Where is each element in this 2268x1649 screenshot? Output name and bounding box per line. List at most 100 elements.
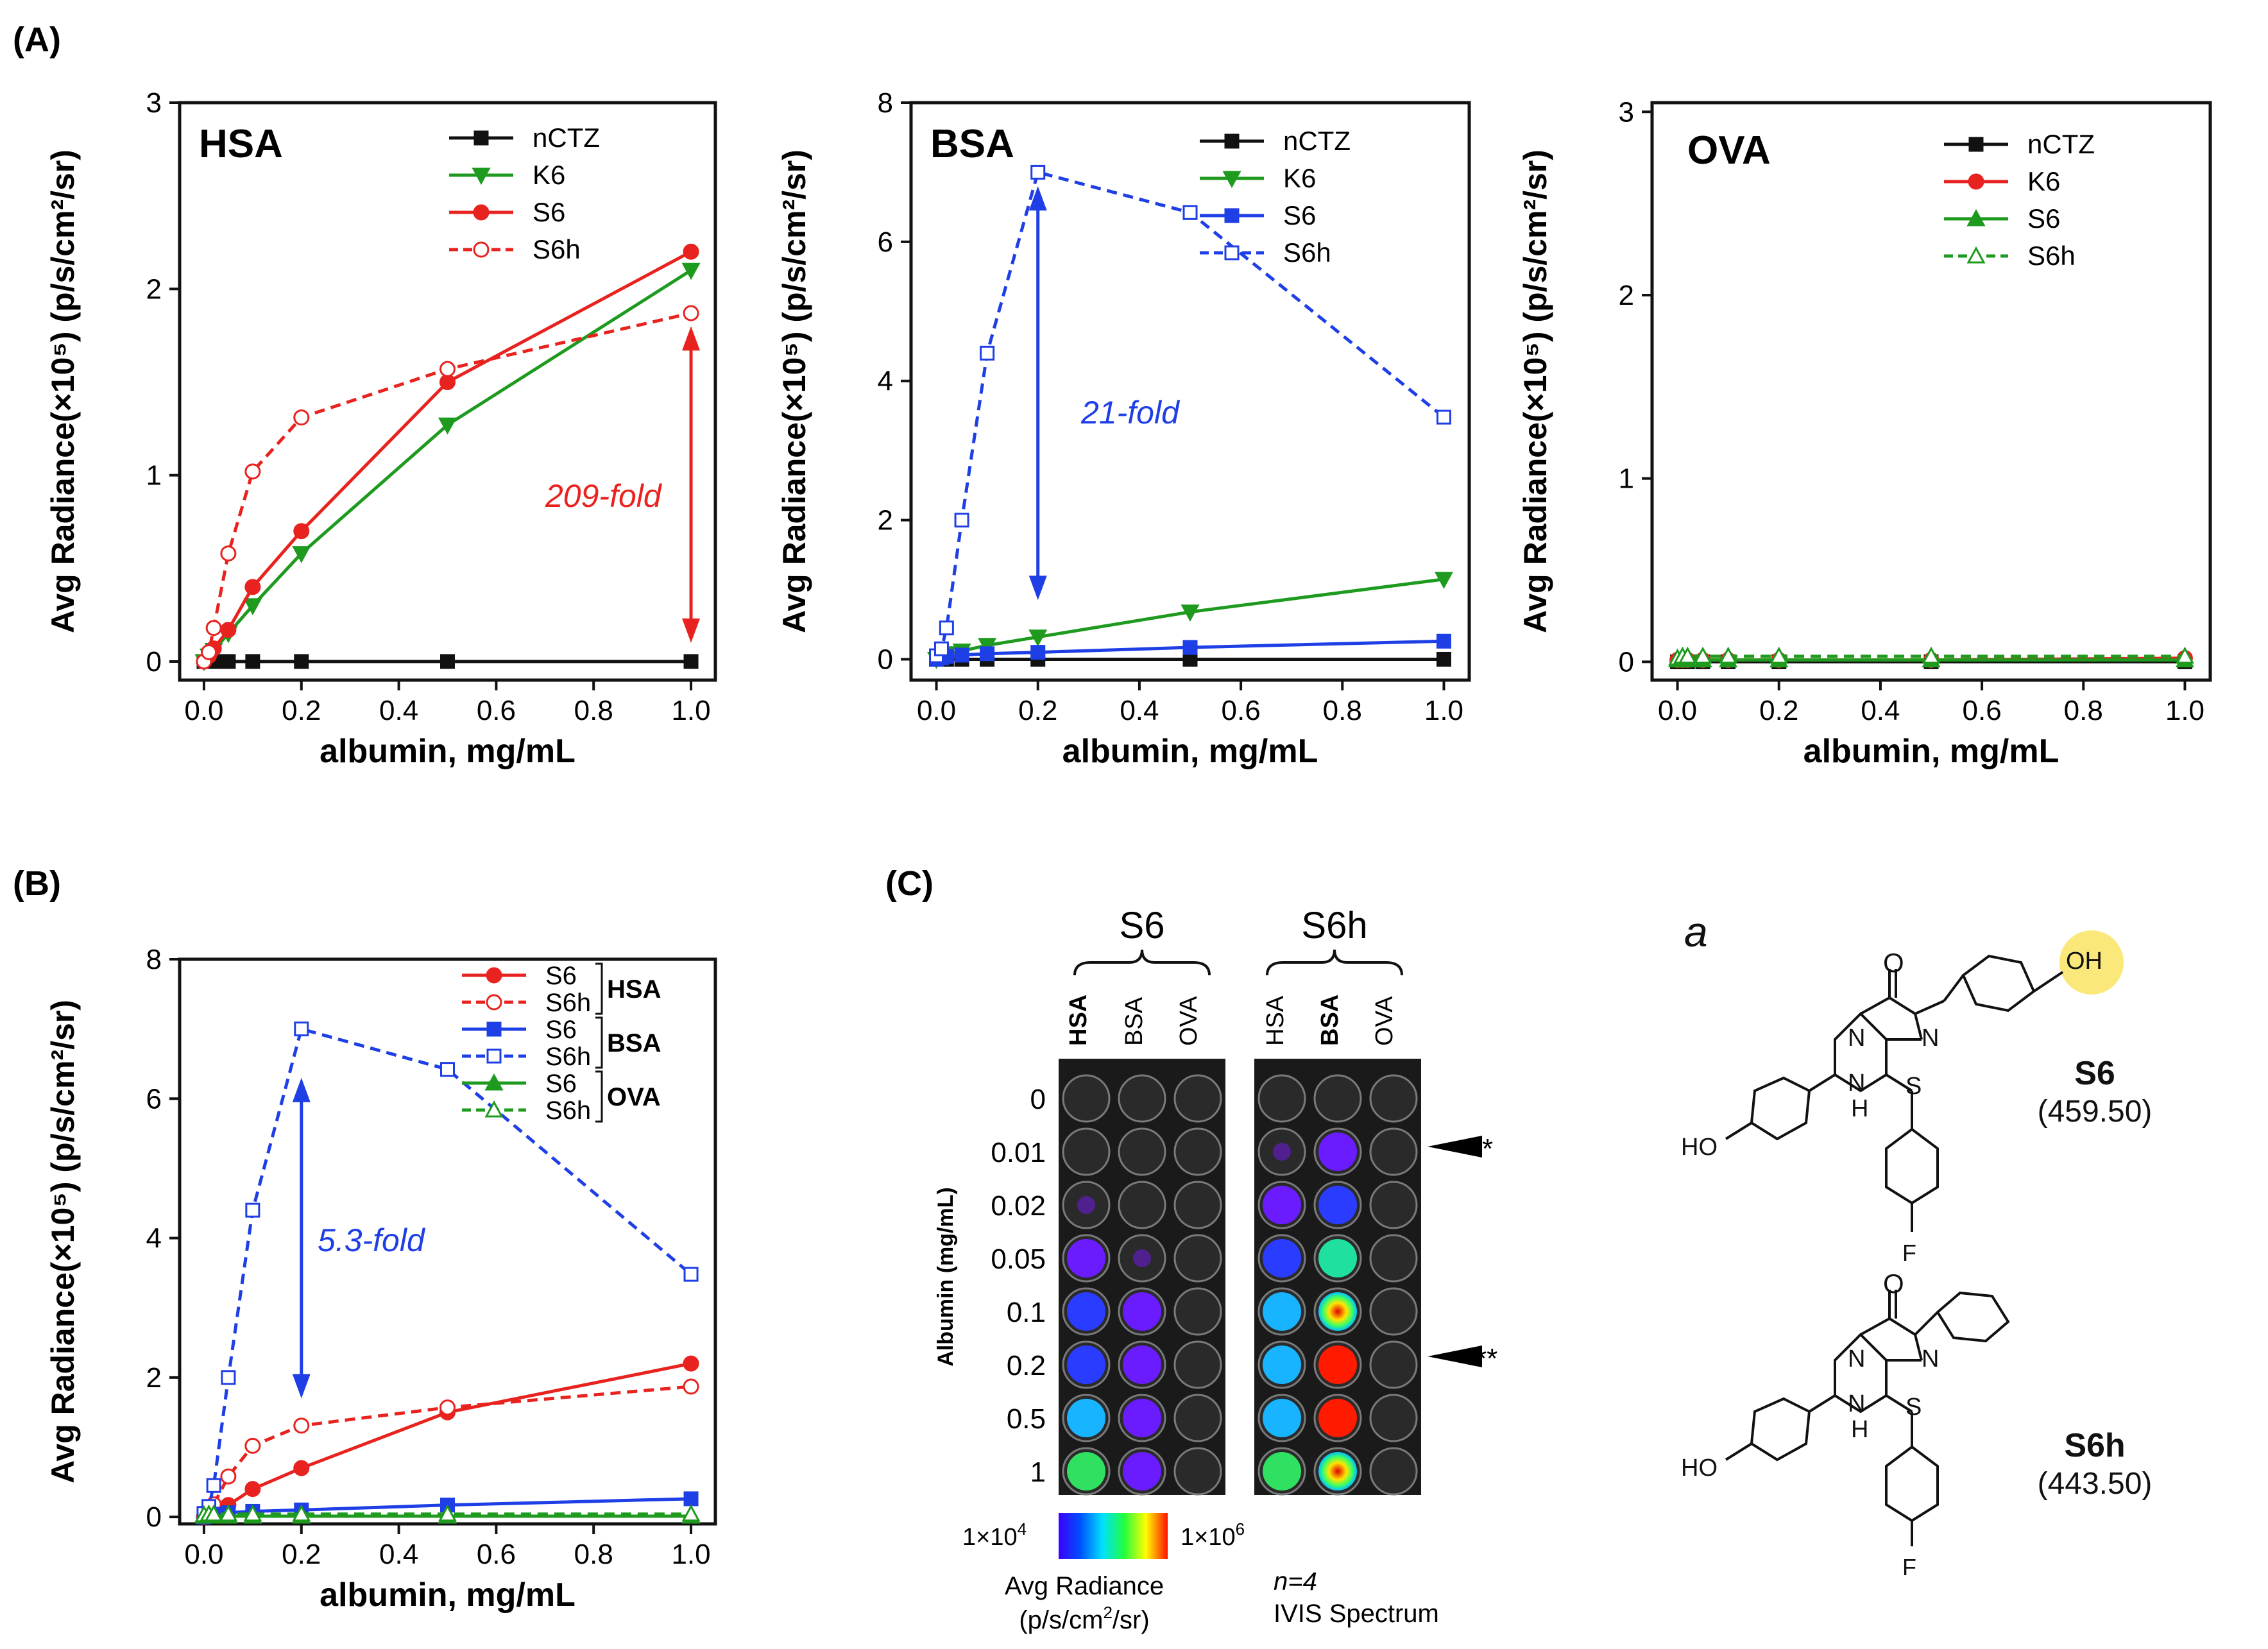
atom-n3-s6h: N xyxy=(1848,1390,1865,1417)
data-point xyxy=(1719,646,1738,664)
plate-row-label: 1 xyxy=(1030,1457,1046,1488)
data-point xyxy=(1436,633,1451,649)
well-signal xyxy=(1318,1399,1357,1437)
x-tick-label: 0.0 xyxy=(1658,695,1697,726)
x-tick-label: 0.6 xyxy=(1963,695,2002,726)
data-point xyxy=(438,1504,457,1522)
legend-label: S6 xyxy=(1283,200,1316,230)
data-point xyxy=(220,545,237,562)
legend-group-label: BSA xyxy=(607,1029,661,1057)
legend-label: nCTZ xyxy=(2027,129,2095,159)
well-signal xyxy=(1318,1132,1357,1171)
data-point xyxy=(1182,640,1198,655)
x-tick-label: 0.0 xyxy=(184,1539,223,1570)
well-signal xyxy=(1077,1196,1095,1214)
legend-marker xyxy=(484,1073,504,1091)
x-tick-label: 0.0 xyxy=(184,695,223,726)
data-point xyxy=(683,654,699,669)
series-s6 xyxy=(196,243,699,670)
x-tick-label: 0.8 xyxy=(1323,695,1362,726)
legend-marker xyxy=(1224,208,1240,223)
data-point xyxy=(1030,645,1046,660)
legend-group-label: HSA xyxy=(607,975,661,1004)
well-signal xyxy=(1067,1346,1105,1384)
legend-label: S6h xyxy=(545,1097,591,1125)
y-tick-label: 8 xyxy=(146,944,162,975)
x-tick-label: 0.6 xyxy=(477,1539,516,1570)
well-s6h xyxy=(1369,1127,1418,1176)
legend-label: S6h xyxy=(2027,241,2076,271)
legend-marker xyxy=(486,1021,502,1037)
series-line xyxy=(202,311,692,663)
instrument-label: IVIS Spectrum xyxy=(1274,1600,1439,1628)
compound-name-s6h: S6h xyxy=(2064,1427,2125,1464)
data-point xyxy=(221,654,236,669)
col-s6h-bsa: BSA xyxy=(1317,995,1343,1046)
well-s6h xyxy=(1369,1287,1418,1336)
legend-marker xyxy=(473,130,489,146)
well-signal xyxy=(1123,1452,1161,1491)
data-point xyxy=(221,1370,236,1385)
data-point xyxy=(1028,629,1048,647)
well-s6h xyxy=(1258,1074,1306,1123)
well-signal xyxy=(1067,1239,1105,1277)
data-point xyxy=(294,654,309,669)
legend-label: S6 xyxy=(545,1016,577,1044)
data-point xyxy=(1693,646,1712,664)
atom-oh-s6: OH xyxy=(2066,948,2102,975)
fold-annotation: 5.3-fold xyxy=(318,1222,426,1258)
data-point xyxy=(205,620,222,637)
data-point xyxy=(244,1481,261,1498)
data-point xyxy=(681,1504,701,1522)
chemical-structures: a O N N N H S xyxy=(1681,908,2152,1580)
atom-ho-s6h: HO xyxy=(1681,1455,1718,1482)
series-line xyxy=(935,170,1445,657)
structure-s6h: O N N N H S F HO S6h (443.50) xyxy=(1681,1269,2152,1580)
fold-arrow xyxy=(1028,186,1047,601)
data-point xyxy=(934,641,949,656)
data-point xyxy=(683,1267,699,1282)
well-signal xyxy=(1067,1399,1105,1437)
data-point xyxy=(244,579,261,595)
data-point xyxy=(244,463,261,480)
well-signal xyxy=(1273,1143,1291,1161)
legend-label: S6h xyxy=(545,1043,591,1071)
well-s6h xyxy=(1313,1074,1362,1123)
data-point xyxy=(440,654,455,669)
data-point xyxy=(220,1468,237,1485)
data-point xyxy=(204,1504,223,1522)
legend: nCTZ K6 S6 S6h xyxy=(1944,129,2095,271)
well-s6 xyxy=(1173,1074,1222,1123)
well-signal xyxy=(1263,1452,1301,1491)
legend-marker xyxy=(473,204,490,221)
data-point xyxy=(293,523,310,540)
data-point xyxy=(1434,572,1453,589)
well-s6 xyxy=(1173,1447,1222,1496)
data-point xyxy=(980,646,995,662)
legend-label: S6h xyxy=(533,234,581,264)
fold-arrow xyxy=(292,1077,311,1399)
well-signal xyxy=(1318,1239,1357,1277)
well-signal xyxy=(1123,1292,1161,1331)
well-s6 xyxy=(1173,1234,1222,1283)
series-s6h xyxy=(1668,646,2194,666)
data-point xyxy=(683,305,699,321)
x-tick-label: 0.8 xyxy=(574,695,613,726)
marker-label-1: * xyxy=(1482,1133,1493,1165)
legend-marker xyxy=(486,967,502,984)
atom-s-s6h: S xyxy=(1906,1394,1922,1421)
data-point xyxy=(243,598,262,616)
col-s6h-hsa: HSA xyxy=(1262,995,1289,1046)
y-tick-label: 8 xyxy=(878,87,893,119)
col-s6h-ova: OVA xyxy=(1371,996,1398,1046)
y-tick-label: 4 xyxy=(146,1223,162,1254)
well-s6 xyxy=(1173,1394,1222,1442)
x-tick-label: 0.8 xyxy=(2064,695,2103,726)
legend-marker xyxy=(486,1048,502,1064)
x-tick-label: 1.0 xyxy=(671,695,710,726)
data-point xyxy=(438,417,457,435)
legend: nCTZ K6 S6 S6h xyxy=(449,123,600,264)
y-axis-label: Avg Radiance(×10⁵) (p/s/cm²/sr) xyxy=(45,150,81,633)
scale-max: 1×106 xyxy=(1181,1519,1245,1551)
